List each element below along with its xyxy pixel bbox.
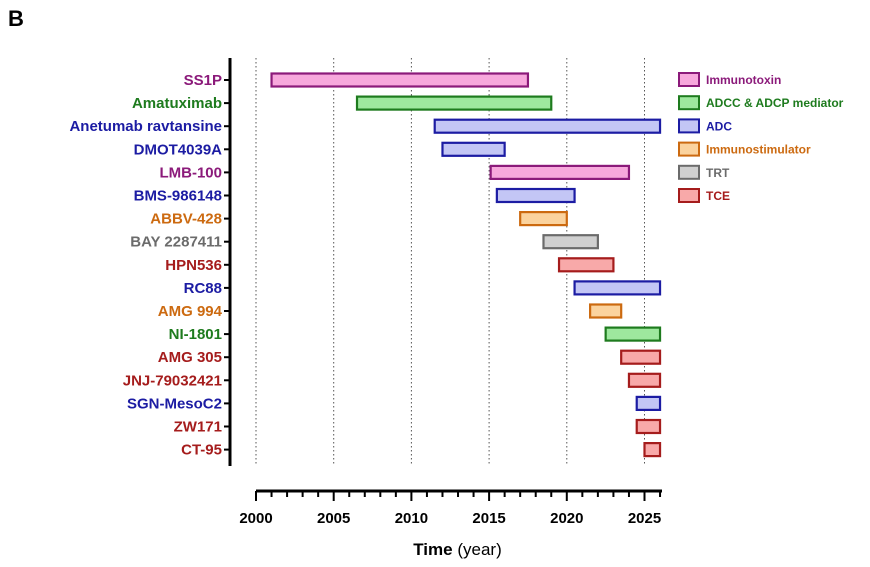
row-label-lmb-100: LMB-100 (159, 164, 222, 181)
x-axis-unit: (year) (457, 540, 502, 559)
axes (224, 58, 662, 501)
row-label-ct-95: CT-95 (181, 442, 222, 459)
row-label-anetumab-ravtansine: Anetumab ravtansine (69, 118, 222, 135)
row-label-amatuximab: Amatuximab (132, 95, 222, 112)
x-tick-label-2000: 2000 (239, 510, 272, 527)
legend-swatch-adcc-adcp-mediator (678, 95, 700, 111)
x-tick-labels: 2000 2005 2010 2015 2020 2025 (239, 510, 661, 527)
row-label-bms-986148: BMS-986148 (134, 188, 222, 205)
row-labels: SS1P Amatuximab Anetumab ravtansine DMOT403… (69, 72, 222, 459)
panel-letter: B (8, 6, 24, 31)
x-axis-title: Time (year) (0, 540, 870, 560)
legend-label-immunostimulator: Immunostimulator (706, 143, 811, 157)
bar-ct-95 (643, 442, 662, 458)
row-label-zw171: ZW171 (174, 419, 222, 436)
x-tick-label-2025: 2025 (628, 510, 661, 527)
bar-bms-986148 (495, 187, 576, 204)
bar-hpn536 (557, 257, 615, 273)
row-label-hpn536: HPN536 (165, 257, 222, 274)
bar-zw171 (635, 418, 662, 435)
bar-dmot4039a (441, 141, 506, 157)
legend-label-adc: ADC (706, 119, 732, 133)
legend-swatch-trt (678, 164, 700, 180)
row-label-amg-305: AMG 305 (158, 349, 222, 366)
bar-lmb-100 (489, 164, 631, 180)
legend-swatch-immunotoxin (678, 72, 700, 87)
legend-swatch-tce (678, 188, 700, 203)
row-label-rc88: RC88 (184, 280, 222, 297)
bar-ss1p (270, 72, 530, 88)
row-label-jnj-79032421: JNJ-79032421 (123, 372, 222, 389)
legend-swatch-immunostimulator (678, 141, 700, 157)
x-axis-label: Time (413, 540, 453, 559)
row-label-amg-994: AMG 994 (158, 303, 223, 320)
row-label-abbv-428: ABBV-428 (150, 211, 222, 228)
bar-abbv-428 (519, 211, 568, 227)
bar-rc88 (573, 280, 662, 296)
bar-sgn-mesoc2 (635, 395, 662, 411)
bar-bay-2287411 (542, 234, 599, 250)
x-tick-label-2015: 2015 (472, 510, 505, 527)
bar-amg-305 (620, 349, 662, 365)
bars (270, 72, 662, 458)
row-label-sgn-mesoc2: SGN-MesoC2 (127, 395, 222, 412)
bar-ni-1801 (604, 326, 662, 342)
x-tick-label-2005: 2005 (317, 510, 350, 527)
row-label-ni-1801: NI-1801 (169, 326, 222, 343)
bar-amg-994 (589, 303, 623, 319)
legend-label-trt: TRT (706, 166, 730, 180)
legend-label-tce: TCE (706, 189, 730, 203)
legend-swatch-adc (678, 118, 700, 134)
bar-amatuximab (355, 95, 553, 111)
row-label-dmot4039a: DMOT4039A (134, 141, 223, 158)
bar-anetumab-ravtansine (433, 118, 662, 134)
x-tick-label-2020: 2020 (550, 510, 583, 527)
row-label-ss1p: SS1P (184, 72, 222, 89)
x-tick-label-2010: 2010 (395, 510, 428, 527)
legend: Immunotoxin ADCC & ADCP mediator ADC Immuno… (678, 72, 844, 203)
bar-jnj-79032421 (627, 372, 662, 388)
row-label-bay-2287411: BAY 2287411 (130, 234, 222, 251)
legend-label-immunotoxin: Immunotoxin (706, 73, 781, 87)
legend-label-adcc-adcp-mediator: ADCC & ADCP mediator (706, 96, 844, 110)
